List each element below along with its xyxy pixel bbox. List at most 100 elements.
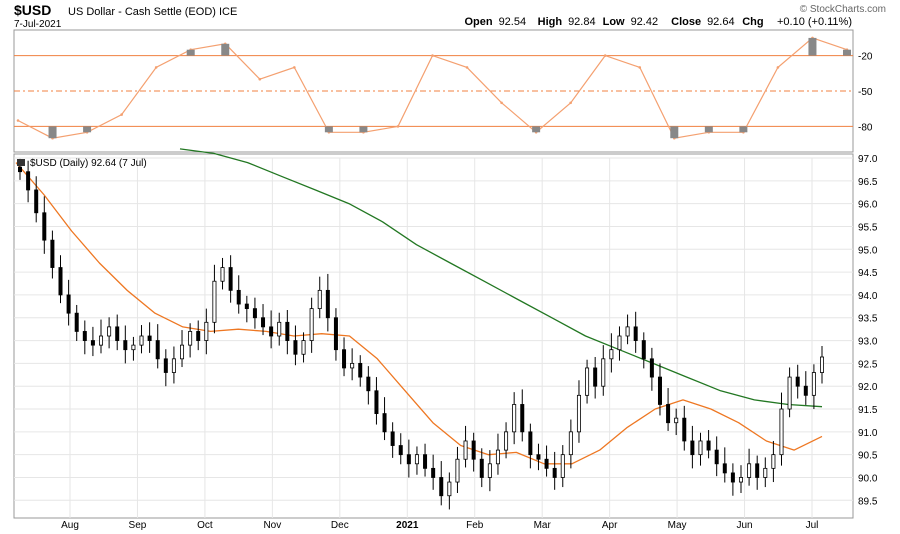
bar-body xyxy=(301,340,306,355)
bar-body xyxy=(787,376,792,410)
bar-body xyxy=(82,331,87,341)
price-bar xyxy=(666,388,671,431)
osc-tick-label: -80 xyxy=(858,122,873,133)
time-tick-label: Aug xyxy=(61,520,79,531)
price-bar xyxy=(528,423,533,469)
price-bar xyxy=(722,447,727,483)
bar-body xyxy=(552,467,557,478)
price-bar xyxy=(252,297,257,329)
ohlc-value-open: 92.54 xyxy=(499,16,527,28)
time-tick-label: Dec xyxy=(331,520,349,531)
price-bar xyxy=(568,419,573,469)
oscillator-point xyxy=(465,66,469,69)
price-bar xyxy=(285,309,290,355)
bar-body xyxy=(657,376,662,405)
bar-body xyxy=(463,440,468,460)
main-legend: $USD (Daily) 92.64 (7 Jul) xyxy=(30,158,147,169)
bar-body xyxy=(690,440,695,456)
oscillator-series xyxy=(16,36,851,140)
bar-body xyxy=(155,340,160,360)
price-bar xyxy=(471,432,476,472)
price-bar xyxy=(609,333,614,373)
bar-body xyxy=(495,449,500,465)
bar-body xyxy=(682,417,687,442)
bar-body xyxy=(536,454,541,460)
bar-body xyxy=(738,477,743,483)
bar-body xyxy=(131,344,136,351)
price-tick-label: 94.5 xyxy=(858,268,878,279)
bar-body xyxy=(277,321,282,337)
price-bar xyxy=(512,392,517,445)
price-bar xyxy=(333,308,338,361)
price-bar xyxy=(155,324,160,369)
bar-body xyxy=(576,394,581,433)
bar-body xyxy=(560,454,565,478)
price-tick-label: 90.0 xyxy=(858,473,878,484)
price-bar xyxy=(447,472,452,510)
price-bar xyxy=(714,436,719,477)
bar-body xyxy=(747,463,752,478)
price-tick-label: 90.5 xyxy=(858,451,878,462)
bar-body xyxy=(406,454,411,465)
bar-body xyxy=(633,326,638,341)
ohlc-label-chg: Chg xyxy=(742,16,763,28)
price-bar xyxy=(431,454,436,490)
price-bar xyxy=(674,408,679,436)
price-bar xyxy=(771,440,776,483)
bar-body xyxy=(390,431,395,446)
time-tick-label: Jun xyxy=(736,520,752,531)
price-tick-label: 93.0 xyxy=(858,337,878,348)
price-bar xyxy=(99,319,104,354)
bar-body xyxy=(447,481,452,497)
bar-body xyxy=(755,463,760,478)
price-bar xyxy=(641,332,646,369)
bar-body xyxy=(722,463,727,474)
bar-body xyxy=(220,267,225,282)
bar-body xyxy=(107,326,112,337)
price-bar xyxy=(585,359,590,404)
bar-body xyxy=(698,440,703,456)
bar-body xyxy=(163,358,168,373)
bar-body xyxy=(58,267,63,296)
bar-body xyxy=(820,356,825,373)
bar-body xyxy=(74,312,79,332)
oscillator-line xyxy=(17,37,848,139)
price-bar xyxy=(552,451,557,490)
bar-body xyxy=(285,321,290,341)
ohlc-label-open: Open xyxy=(464,16,492,28)
price-bar xyxy=(26,160,31,203)
bar-body xyxy=(123,340,128,351)
price-bar xyxy=(317,276,322,319)
ohlc-value-low: 92.42 xyxy=(631,16,659,28)
price-bar xyxy=(107,317,112,349)
price-bar xyxy=(738,465,743,494)
bar-body xyxy=(17,166,22,173)
price-tick-label: 96.0 xyxy=(858,200,878,211)
price-tick-label: 97.0 xyxy=(858,154,878,165)
time-axis: Aug Sep Oct Nov Dec 2021 Feb Mar Apr May Jun Jul xyxy=(61,520,818,531)
bar-body xyxy=(293,340,298,355)
oscillator-point xyxy=(776,66,780,69)
time-tick-label: Feb xyxy=(466,520,484,531)
bar-body xyxy=(382,413,387,433)
bar-body xyxy=(504,431,509,451)
price-bar xyxy=(576,380,581,443)
bar-body xyxy=(544,458,549,469)
price-bar xyxy=(74,304,79,342)
bar-body xyxy=(204,321,209,341)
price-bar xyxy=(463,425,468,468)
oscillator-point xyxy=(638,66,642,69)
price-tick-label: 94.0 xyxy=(858,291,878,302)
bar-body xyxy=(666,404,671,424)
price-bar xyxy=(236,275,241,314)
bar-body xyxy=(617,335,622,351)
oscillator-point xyxy=(396,125,400,128)
price-bar xyxy=(544,445,549,477)
price-bar xyxy=(787,367,792,418)
price-bar xyxy=(204,308,209,355)
bar-body xyxy=(34,189,39,214)
price-bar xyxy=(350,348,355,381)
price-bar xyxy=(414,446,419,475)
price-bar xyxy=(123,325,128,364)
bar-body xyxy=(90,340,95,346)
